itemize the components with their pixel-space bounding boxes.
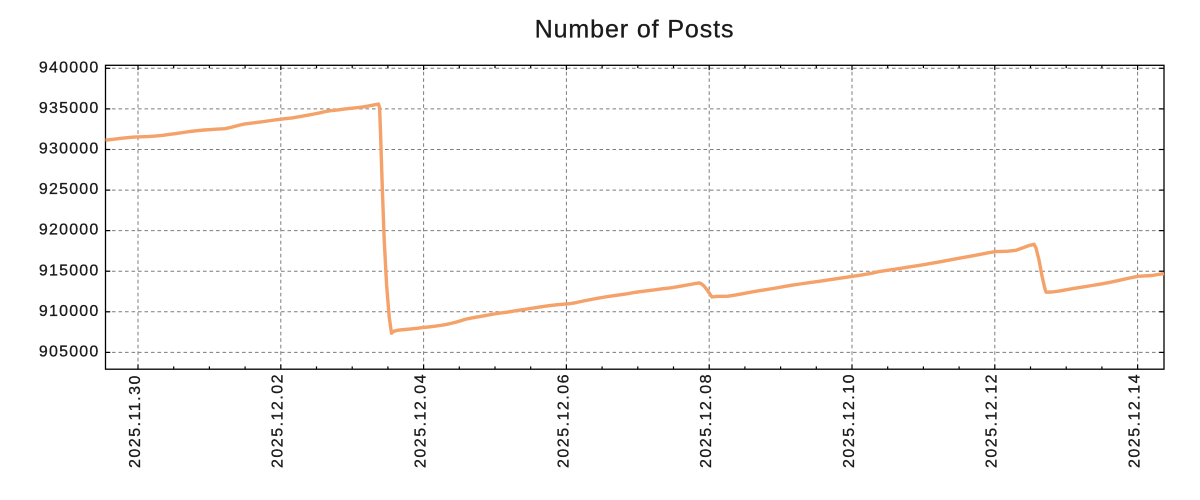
svg-text:2025.12.10: 2025.12.10 — [841, 373, 858, 468]
svg-text:2025.12.12: 2025.12.12 — [984, 373, 1001, 468]
svg-text:925000: 925000 — [39, 181, 100, 198]
svg-text:910000: 910000 — [39, 303, 100, 320]
svg-text:2025.12.14: 2025.12.14 — [1127, 373, 1144, 468]
svg-text:905000: 905000 — [39, 344, 100, 361]
svg-text:2025.12.06: 2025.12.06 — [555, 373, 572, 468]
svg-text:2025.11.30: 2025.11.30 — [127, 374, 144, 468]
svg-text:915000: 915000 — [39, 262, 100, 279]
svg-text:2025.12.08: 2025.12.08 — [698, 373, 715, 468]
svg-text:2025.12.02: 2025.12.02 — [270, 373, 287, 468]
svg-text:920000: 920000 — [39, 222, 100, 239]
svg-text:2025.12.04: 2025.12.04 — [413, 373, 430, 468]
svg-text:935000: 935000 — [39, 100, 100, 117]
svg-text:930000: 930000 — [39, 141, 100, 158]
svg-text:Number of Posts: Number of Posts — [535, 16, 735, 44]
svg-text:940000: 940000 — [39, 59, 100, 76]
